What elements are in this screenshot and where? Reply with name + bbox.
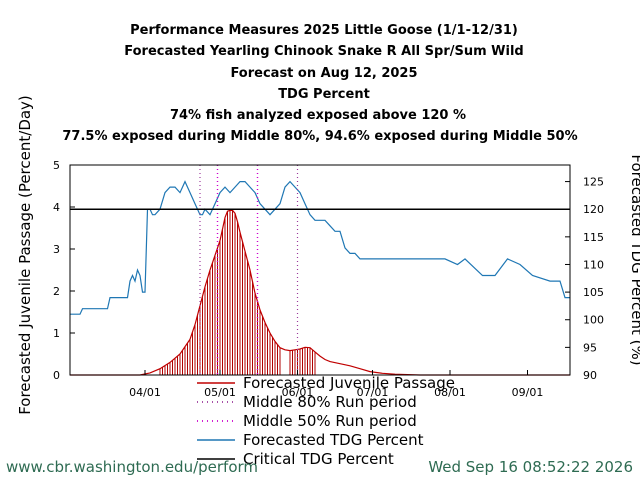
passage-bars: [159, 210, 316, 375]
left-tick-label: 1: [53, 327, 60, 340]
right-tick-label: 100: [583, 314, 604, 327]
legend-label: Forecasted TDG Percent: [243, 431, 424, 449]
left-tick-label: 5: [53, 159, 60, 172]
x-tick-label: 05/01: [204, 386, 236, 399]
left-tick-label: 2: [53, 285, 60, 298]
legend-label: Forecasted Juvenile Passage: [243, 374, 455, 392]
right-axis-label: Forecasted TDG Percent (%): [628, 154, 640, 365]
left-tick-label: 3: [53, 243, 60, 256]
chart-title-line-2: Forecasted Yearling Chinook Snake R All …: [124, 44, 524, 59]
legend-label: Middle 80% Run period: [243, 393, 417, 411]
chart-title-line-5: 74% fish analyzed exposed above 120 %: [170, 108, 466, 123]
left-axis-label: Forecasted Juvenile Passage (Percent/Day…: [16, 95, 34, 415]
footer-timestamp: Wed Sep 16 08:52:22 2026: [428, 458, 633, 476]
chart-title-block: Performance Measures 2025 Little Goose (…: [62, 23, 577, 144]
right-tick-label: 95: [583, 341, 597, 354]
right-tick-label: 115: [583, 231, 604, 244]
passage-series-line: [70, 209, 570, 376]
tdg-series-line: [70, 180, 570, 315]
chart-title-line-4: TDG Percent: [278, 87, 370, 102]
x-tick-label: 06/01: [282, 386, 314, 399]
legend-label: Middle 50% Run period: [243, 412, 417, 430]
x-tick-label: 04/01: [129, 386, 161, 399]
x-tick-label: 08/01: [434, 386, 466, 399]
right-tick-label: 110: [583, 258, 604, 271]
plot-area: 0 1 2 3 4 5 90 95 100 105 110 115 120 125 04/01 05/01 06…: [53, 159, 604, 399]
left-tick-label: 4: [53, 201, 60, 214]
right-tick-label: 120: [583, 203, 604, 216]
chart-title-line-1: Performance Measures 2025 Little Goose (…: [130, 23, 518, 38]
right-tick-label: 90: [583, 369, 597, 382]
chart-title-line-6: 77.5% exposed during Middle 80%, 94.6% e…: [62, 129, 577, 144]
left-tick-label: 0: [53, 369, 60, 382]
legend-label: Critical TDG Percent: [243, 450, 394, 468]
x-tick-label: 07/01: [357, 386, 389, 399]
right-tick-label: 125: [583, 176, 604, 189]
footer-url: www.cbr.washington.edu/perform: [6, 458, 258, 476]
chart-title-line-3: Forecast on Aug 12, 2025: [230, 66, 417, 81]
plot-frame: [69, 164, 571, 376]
right-tick-label: 105: [583, 286, 604, 299]
x-tick-label: 09/01: [512, 386, 544, 399]
